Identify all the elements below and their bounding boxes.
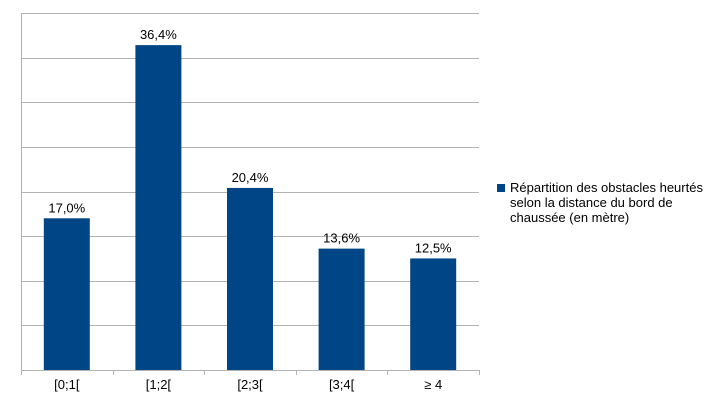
data-label: 36,4% [140, 27, 177, 42]
data-label: 12,5% [415, 240, 452, 255]
legend-label: Répartition des obstacles heurtés selon … [510, 180, 703, 225]
x-tick-label: [0;1[ [54, 377, 80, 392]
axes [21, 13, 480, 375]
x-tick-label: [2;3[ [237, 377, 263, 392]
bar [43, 218, 90, 370]
legend-swatch [497, 184, 505, 192]
bar [410, 258, 457, 370]
labels: 17,0% [0;1[ 36,4% [1;2[ 20,4% [2;3[ 13,6% [3;4[… [48, 27, 452, 392]
data-label: 20,4% [232, 170, 269, 185]
data-label: 17,0% [48, 200, 85, 215]
data-label: 13,6% [323, 231, 360, 246]
x-tick-label: [3;4[ [329, 377, 355, 392]
bar [227, 187, 273, 370]
x-tick-label: [1;2[ [146, 377, 172, 392]
bar [318, 248, 365, 370]
bar [135, 45, 182, 370]
legend: Répartition des obstacles heurtés selon … [497, 180, 719, 225]
bars [43, 45, 457, 370]
x-tick-label: ≥ 4 [424, 377, 442, 392]
